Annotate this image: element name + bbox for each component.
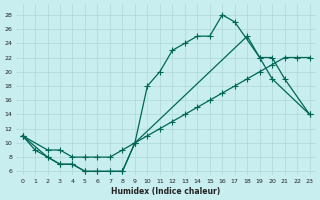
X-axis label: Humidex (Indice chaleur): Humidex (Indice chaleur) [111,187,221,196]
